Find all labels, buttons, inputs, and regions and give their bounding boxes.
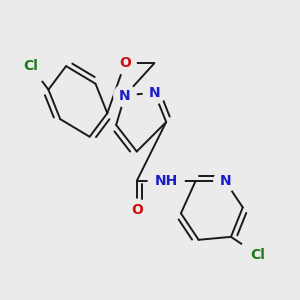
Text: N: N	[219, 174, 231, 188]
Text: N: N	[148, 85, 160, 100]
Circle shape	[114, 84, 136, 107]
Circle shape	[143, 81, 166, 104]
Text: O: O	[119, 56, 131, 70]
Circle shape	[13, 48, 49, 84]
Circle shape	[114, 52, 136, 74]
Text: Cl: Cl	[250, 248, 265, 262]
Text: O: O	[131, 203, 143, 218]
Circle shape	[126, 199, 148, 221]
Text: NH: NH	[154, 174, 178, 188]
Text: N: N	[119, 88, 131, 103]
Circle shape	[240, 237, 275, 272]
Text: Cl: Cl	[23, 59, 38, 73]
Circle shape	[214, 170, 236, 192]
Circle shape	[148, 163, 184, 199]
